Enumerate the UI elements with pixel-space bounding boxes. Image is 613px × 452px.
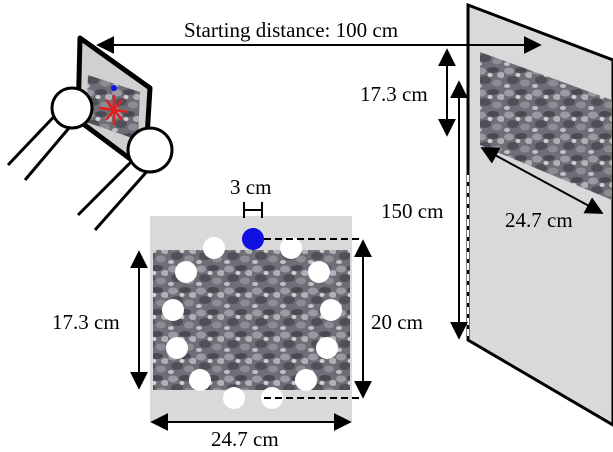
white-marker [189,369,211,391]
white-markers [162,237,342,409]
monitor-red-cross-icon [99,95,129,125]
circle-size-label: 3 cm [230,175,271,199]
target-height-right-label: 20 cm [371,310,423,334]
white-marker [162,299,184,321]
target-panel [150,216,352,422]
viewer-head [6,35,174,231]
white-marker [320,299,342,321]
wall-offset-label: 17.3 cm [360,82,428,106]
height-label: 150 cm [381,199,443,223]
white-marker [166,337,188,359]
white-marker [223,387,245,409]
starting-distance-label: Starting distance: 100 cm [184,18,398,42]
target-width-label: 24.7 cm [211,427,279,451]
circle-size-measure [243,202,263,218]
monitor-fixation-dot [111,85,117,91]
white-marker [295,369,317,391]
white-marker [175,261,197,283]
eye-circle-icon-right [126,126,174,174]
white-marker [203,237,225,259]
white-marker [308,261,330,283]
white-marker [280,237,302,259]
white-marker [316,337,338,359]
wall-width-label: 24.7 cm [505,208,573,232]
wall-width-arrow [480,147,604,214]
white-marker [261,387,283,409]
eye-circle-icon [50,86,94,130]
target-height-left-label: 17.3 cm [52,310,120,334]
blue-dot-icon [242,228,264,250]
